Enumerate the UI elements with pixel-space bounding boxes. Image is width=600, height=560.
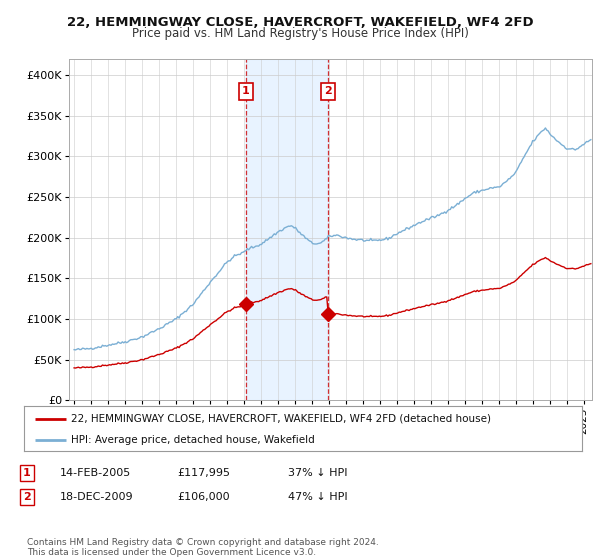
Text: 1: 1 bbox=[242, 86, 250, 96]
Text: 22, HEMMINGWAY CLOSE, HAVERCROFT, WAKEFIELD, WF4 2FD (detached house): 22, HEMMINGWAY CLOSE, HAVERCROFT, WAKEFI… bbox=[71, 413, 491, 423]
Text: Price paid vs. HM Land Registry's House Price Index (HPI): Price paid vs. HM Land Registry's House … bbox=[131, 27, 469, 40]
Text: 2: 2 bbox=[324, 86, 332, 96]
Text: 47% ↓ HPI: 47% ↓ HPI bbox=[288, 492, 347, 502]
Text: 2: 2 bbox=[23, 492, 31, 502]
Text: 18-DEC-2009: 18-DEC-2009 bbox=[60, 492, 134, 502]
Text: 14-FEB-2005: 14-FEB-2005 bbox=[60, 468, 131, 478]
Text: Contains HM Land Registry data © Crown copyright and database right 2024.
This d: Contains HM Land Registry data © Crown c… bbox=[27, 538, 379, 557]
Text: HPI: Average price, detached house, Wakefield: HPI: Average price, detached house, Wake… bbox=[71, 435, 315, 445]
Text: 1: 1 bbox=[23, 468, 31, 478]
Text: £106,000: £106,000 bbox=[177, 492, 230, 502]
Bar bbox=[246, 59, 328, 400]
Text: 22, HEMMINGWAY CLOSE, HAVERCROFT, WAKEFIELD, WF4 2FD: 22, HEMMINGWAY CLOSE, HAVERCROFT, WAKEFI… bbox=[67, 16, 533, 29]
Text: 37% ↓ HPI: 37% ↓ HPI bbox=[288, 468, 347, 478]
Text: £117,995: £117,995 bbox=[177, 468, 230, 478]
